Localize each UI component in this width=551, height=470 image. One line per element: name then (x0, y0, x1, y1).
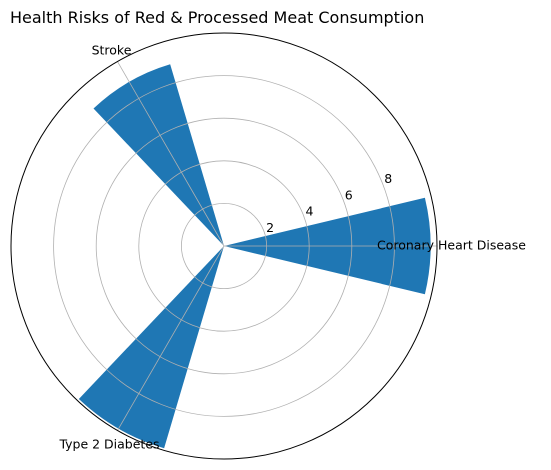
radial-tick-label: 6 (345, 187, 353, 202)
polar-frame (10, 32, 438, 460)
angular-grid-line (117, 245, 225, 431)
radial-tick-label: 2 (266, 220, 274, 235)
category-label: Type 2 Diabetes (58, 436, 159, 451)
chart-title: Health Risks of Red & Processed Meat Con… (10, 8, 425, 27)
category-label: Stroke (92, 43, 132, 58)
angular-grid-line (117, 61, 225, 247)
radial-tick-label: 4 (306, 204, 314, 219)
radial-tick-label: 8 (384, 171, 392, 186)
polar-bar (78, 246, 224, 449)
polar-bar (93, 64, 224, 247)
category-label: Coronary Heart Disease (377, 238, 526, 253)
